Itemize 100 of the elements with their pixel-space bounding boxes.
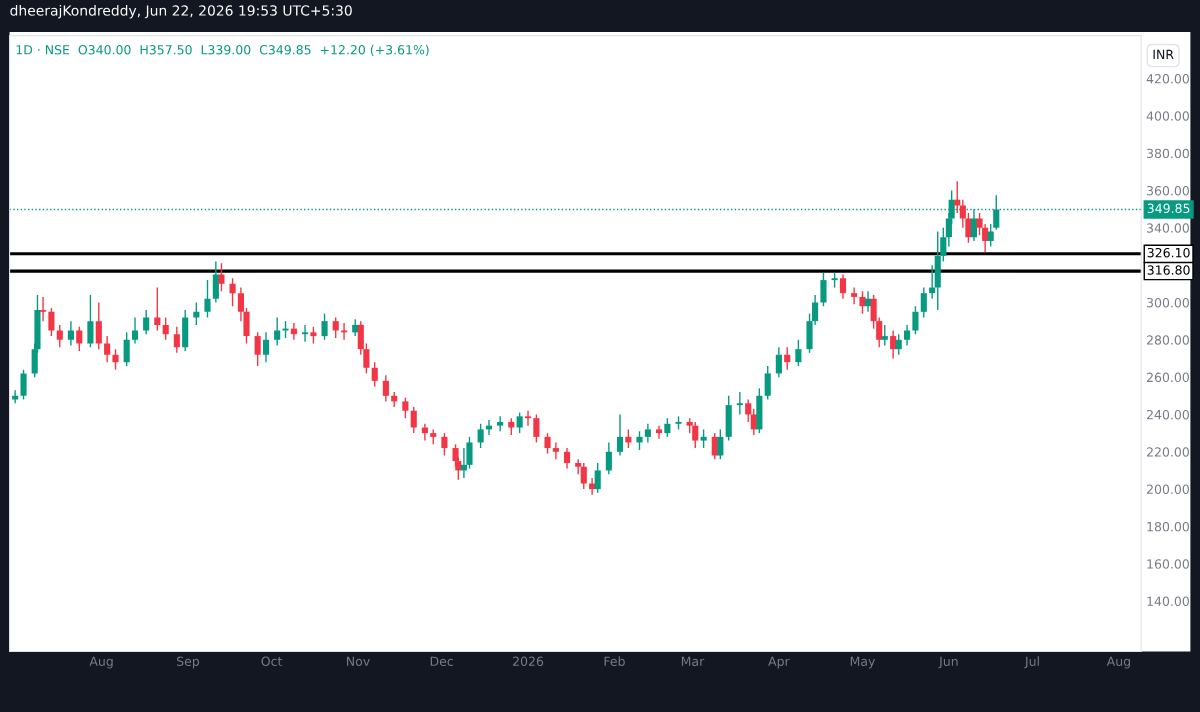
x-tick-label: Mar xyxy=(681,656,705,667)
candlestick xyxy=(594,462,601,494)
text: 1D · NSE O340.00 H357.50 L339.00 C349.85 +12.20 (+3.61%) xyxy=(16,44,429,56)
candlestick xyxy=(173,326,180,354)
candlestick xyxy=(764,365,771,401)
candlestick xyxy=(274,316,281,347)
candlestick xyxy=(131,316,139,345)
candlestick xyxy=(524,410,532,427)
candlestick xyxy=(864,290,872,313)
candlestick xyxy=(655,424,663,440)
candlestick xyxy=(516,411,523,434)
candlestick xyxy=(859,290,866,315)
candlestick xyxy=(987,223,994,248)
candlestick xyxy=(410,406,417,434)
candlestick xyxy=(123,331,130,367)
x-tick-label: Aug xyxy=(1106,656,1130,669)
y-tick-label: 340.00 xyxy=(1147,223,1189,233)
y-tick-label: 240.00 xyxy=(1146,409,1189,420)
y-tick-label: 280.00 xyxy=(1146,335,1189,345)
candlestick xyxy=(87,294,94,348)
candlestick xyxy=(881,324,888,347)
y-tick-label: 300.00 xyxy=(1147,297,1189,308)
candlestick xyxy=(104,335,111,363)
x-tick-label: Nov xyxy=(347,656,370,667)
y-tick-label: 180.00 xyxy=(1147,521,1189,532)
x-tick-label: May xyxy=(850,656,876,669)
candlestick xyxy=(12,389,19,404)
candlestick xyxy=(552,441,559,460)
candlestick xyxy=(775,346,782,378)
candlestick xyxy=(895,333,902,356)
candlestick xyxy=(717,428,724,460)
y-axis-title: INR xyxy=(1153,49,1174,59)
x-tick-label: 2026 xyxy=(513,656,544,667)
y-tick-label: 400.00 xyxy=(1146,111,1189,121)
candlestick xyxy=(332,316,339,339)
y-tick-label: 420.00 xyxy=(1146,74,1189,84)
candlestick xyxy=(745,398,752,423)
candlestick xyxy=(664,417,671,438)
candlestick xyxy=(575,458,582,475)
candlestick xyxy=(112,348,119,371)
candlestick xyxy=(563,447,571,470)
candlestick xyxy=(229,277,236,307)
candlestick xyxy=(67,320,74,347)
candlestick xyxy=(20,368,27,401)
candlestick xyxy=(154,286,161,332)
candlestick xyxy=(48,307,55,337)
candlestick xyxy=(544,432,551,455)
candlestick xyxy=(533,413,540,444)
candlestick xyxy=(912,305,919,335)
candlestick xyxy=(736,391,743,416)
ref-line-label: 316.80 xyxy=(1147,265,1190,275)
candlestick xyxy=(644,423,651,444)
candlestick xyxy=(262,331,270,363)
candlestick xyxy=(402,396,409,419)
candlestick xyxy=(839,273,847,300)
candlestick xyxy=(820,271,827,307)
candlestick xyxy=(204,279,211,319)
candlestick xyxy=(636,430,643,451)
y-tick-label: 140.00 xyxy=(1147,596,1189,607)
x-tick-label: Jul xyxy=(1024,656,1039,669)
candlestick xyxy=(580,462,587,490)
candlestick xyxy=(851,286,858,306)
candlestick xyxy=(904,324,911,347)
ref-line-label: 349.85 xyxy=(1147,203,1190,214)
candlestick xyxy=(616,413,624,457)
candlestick xyxy=(890,329,897,360)
candlestick xyxy=(95,301,102,350)
y-tick-label: 200.00 xyxy=(1146,484,1189,495)
candlestick xyxy=(162,316,169,341)
chart-title: dheerajKondreddy, Jun 22, 2026 19:53 UTC+5:30 xyxy=(10,4,352,19)
candlestick xyxy=(56,324,63,348)
x-tick-label: Oct xyxy=(261,656,283,667)
candlestick xyxy=(371,361,378,388)
candlestick xyxy=(254,331,261,367)
candlestick xyxy=(301,324,309,343)
candlestick xyxy=(795,339,802,367)
candlestick xyxy=(382,374,389,403)
candlestick xyxy=(143,309,150,335)
y-tick-label: 360.00 xyxy=(1147,185,1189,196)
candlestick xyxy=(920,286,927,319)
x-tick-label: Apr xyxy=(768,656,790,669)
x-tick-label: Dec xyxy=(430,656,453,667)
candlestick xyxy=(605,441,612,475)
candlestick xyxy=(341,322,348,341)
candlestick xyxy=(39,296,47,322)
y-tick-label: 380.00 xyxy=(1147,148,1189,159)
candlestick xyxy=(441,432,448,457)
candlestick xyxy=(497,415,504,432)
x-tick-label: Feb xyxy=(604,656,625,667)
y-tick-label: 220.00 xyxy=(1146,447,1189,457)
x-tick-label: Aug xyxy=(89,656,113,669)
candlestick xyxy=(784,346,791,371)
candlestick xyxy=(218,262,225,292)
y-tick-label: 160.00 xyxy=(1147,559,1189,569)
x-tick-label: Sep xyxy=(177,656,200,669)
candlestick xyxy=(477,423,484,449)
ref-line-label: 326.10 xyxy=(1147,247,1190,258)
candlestick xyxy=(76,326,83,352)
x-tick-label: Jun xyxy=(938,656,958,669)
candlestick xyxy=(321,312,328,341)
